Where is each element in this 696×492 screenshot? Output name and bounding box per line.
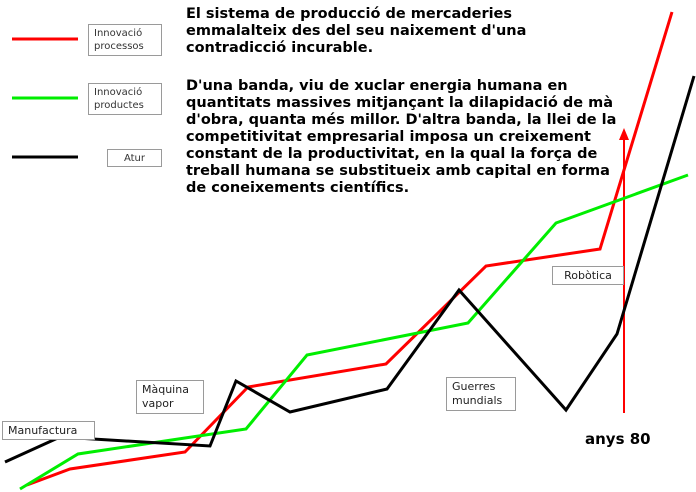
curve-innovacio-processos (26, 11, 674, 487)
label-guerres-mundials: Guerres mundials (446, 377, 516, 411)
label-robotica: Robòtica (552, 266, 624, 285)
paragraph-intro: El sistema de producció de mercaderies e… (186, 6, 527, 56)
label-manufactura: Manufactura (2, 421, 95, 440)
label-anys-80: anys 80 (585, 430, 651, 448)
curve-innovacio-productes (19, 173, 689, 491)
legend-label-productes: Innovació productes (88, 83, 162, 115)
legend-label-processos: Innovació processos (88, 24, 162, 56)
paragraph-body: D'una banda, viu de xuclar energia human… (186, 78, 617, 196)
marker-arrowhead (619, 128, 629, 140)
legend-label-atur: Atur (107, 149, 162, 167)
curve-atur (4, 75, 696, 464)
label-maquina-vapor: Màquina vapor (136, 380, 204, 414)
